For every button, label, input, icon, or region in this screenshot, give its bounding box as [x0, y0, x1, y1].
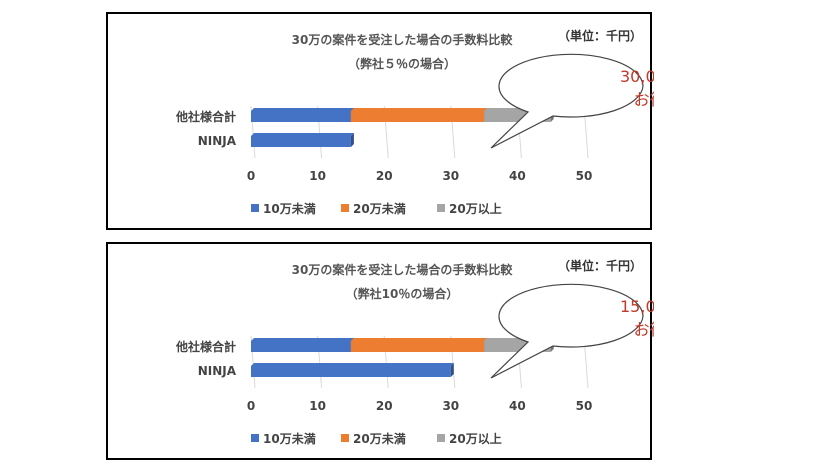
- x-tick-label: 0: [247, 399, 255, 413]
- bar-segment: [251, 108, 354, 122]
- unit-label: （単位：千円）: [558, 258, 642, 273]
- x-tick-label: 40: [509, 399, 526, 413]
- callout-shape: [490, 283, 644, 379]
- legend-swatch-series-3: [437, 204, 445, 212]
- x-tick-label: 0: [247, 169, 255, 183]
- bar-segment: [251, 363, 454, 377]
- chart-svg: 30万の案件を受注した場合の手数料比較 （弊社５％の場合） （単位：千円） 0 1…: [175, 28, 654, 216]
- chart-title: 30万の案件を受注した場合の手数料比較: [292, 32, 514, 47]
- legend: 10万未満 20万未満 20万以上: [251, 431, 502, 446]
- category-label-others: 他社様合計: [175, 109, 236, 124]
- category-label-ninja: NINJA: [198, 364, 237, 378]
- x-tick-label: 30: [442, 399, 459, 413]
- x-tick-label: 10: [309, 399, 326, 413]
- callout-bubble: 15,000円 お得!!: [490, 283, 654, 379]
- x-tick-label: 30: [442, 169, 459, 183]
- category-label-ninja: NINJA: [198, 134, 237, 148]
- x-tick-label: 20: [376, 169, 393, 183]
- legend-swatch-series-1: [251, 204, 259, 212]
- callout-amount: 15,000円: [620, 297, 654, 316]
- bar-segment: [251, 338, 354, 352]
- legend-label-series-1: 10万未満: [263, 201, 316, 216]
- category-label-others: 他社様合計: [175, 339, 236, 354]
- bar-segment: [350, 338, 488, 352]
- x-tick-label: 20: [376, 399, 393, 413]
- legend-swatch-series-2: [341, 434, 349, 442]
- callout-message: お得!!: [634, 90, 654, 109]
- legend-label-series-3: 20万以上: [449, 201, 502, 216]
- chart-subtitle: （弊社10％の場合）: [346, 286, 459, 301]
- callout-amount: 30,000円: [620, 67, 654, 86]
- x-tick-label: 50: [576, 169, 593, 183]
- unit-label: （単位：千円）: [558, 28, 642, 43]
- callout-shape: [490, 53, 644, 149]
- legend-label-series-2: 20万未満: [353, 201, 406, 216]
- legend-swatch-series-2: [341, 204, 349, 212]
- legend-label-series-3: 20万以上: [449, 431, 502, 446]
- legend-swatch-series-1: [251, 434, 259, 442]
- chart-title: 30万の案件を受注した場合の手数料比較: [292, 262, 514, 277]
- callout-message: お得!!: [634, 320, 654, 339]
- chart-svg: 30万の案件を受注した場合の手数料比較 （弊社10％の場合） （単位：千円） 0…: [175, 258, 654, 446]
- chart-subtitle: （弊社５％の場合）: [348, 56, 456, 71]
- chart-panel-5-percent: 30万の案件を受注した場合の手数料比較 （弊社５％の場合） （単位：千円） 0 1…: [106, 12, 654, 230]
- legend: 10万未満 20万未満 20万以上: [251, 201, 502, 216]
- legend-swatch-series-3: [437, 434, 445, 442]
- chart-panel-10-percent: 30万の案件を受注した場合の手数料比較 （弊社10％の場合） （単位：千円） 0…: [106, 242, 654, 460]
- legend-label-series-2: 20万未満: [353, 431, 406, 446]
- legend-label-series-1: 10万未満: [263, 431, 316, 446]
- bar-segment: [251, 133, 354, 147]
- x-tick-label: 40: [509, 169, 526, 183]
- x-tick-label: 50: [576, 399, 593, 413]
- bar-segment: [350, 108, 488, 122]
- x-tick-label: 10: [309, 169, 326, 183]
- callout-bubble: 30,000円 お得!!: [490, 53, 654, 149]
